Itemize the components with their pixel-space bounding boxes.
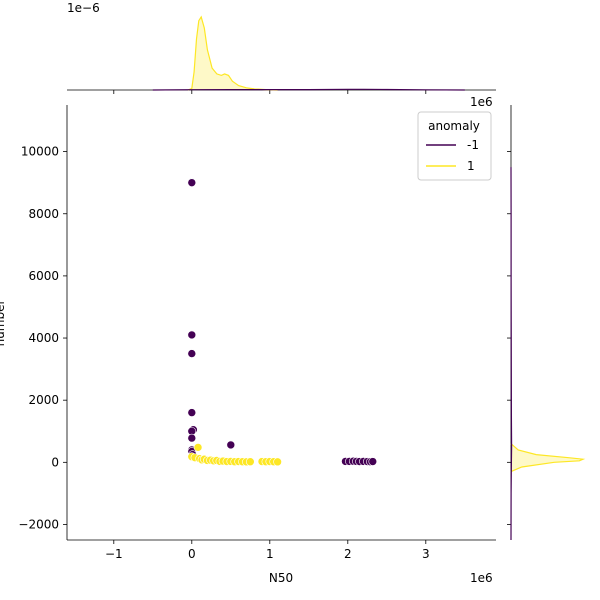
- top-marginal-offset-label: 1e−6: [67, 1, 100, 15]
- y-tick-label: 4000: [28, 331, 59, 345]
- y-tick-label: 8000: [28, 207, 59, 221]
- right-marginal-density-line-neg1: [510, 167, 513, 541]
- top-marginal-plot: [67, 15, 496, 94]
- main-scatter-plot: −1 0 1 2 3 −2000 0 2000 4000 6000 8000 10000: [18, 105, 496, 561]
- scatter-point-anomaly-neg1: [226, 440, 236, 450]
- x-axis-title: N50: [269, 571, 293, 585]
- scatter-point-anomaly-neg1: [187, 349, 197, 358]
- scatter-point-anomaly-neg1: [187, 178, 197, 187]
- y-tick-label: 0: [51, 455, 59, 469]
- scatter-point-anomaly-neg1: [187, 408, 197, 417]
- scatter-point-anomaly-neg1: [187, 330, 197, 340]
- right-marginal-plot: [507, 105, 586, 541]
- y-tick-label: −2000: [18, 517, 59, 531]
- x-tick-label: 1: [266, 547, 274, 561]
- top-marginal-density-fill-1: [187, 17, 278, 90]
- y-tick-label: 2000: [28, 393, 59, 407]
- legend-label-neg1: -1: [467, 138, 479, 152]
- legend-frame: [417, 111, 492, 181]
- x-tick-label: −1: [105, 547, 123, 561]
- scatter-point-anomaly-1: [273, 457, 282, 467]
- scatter-point-anomaly-1: [193, 443, 203, 452]
- scatter-point-anomaly-1: [246, 457, 255, 467]
- x-tick-label: 3: [422, 547, 430, 561]
- y-tick-label: 10000: [21, 145, 59, 159]
- x-tick-label: 0: [188, 547, 196, 561]
- legend-title: anomaly: [428, 119, 480, 133]
- scatter-point-anomaly-neg1: [187, 433, 197, 443]
- right-marginal-density-fill-1: [511, 443, 583, 472]
- y-tick-label: 6000: [28, 269, 59, 283]
- right-marginal-offset-label: 1e6: [470, 95, 493, 109]
- top-marginal-density-line-neg1: [152, 88, 465, 91]
- scatter-point-anomaly-neg1: [368, 457, 378, 466]
- legend-label-1: 1: [467, 159, 475, 173]
- x-tick-label: 2: [344, 547, 352, 561]
- right-marginal-density-line-1: [510, 443, 586, 473]
- top-marginal-density-line-1: [187, 15, 278, 91]
- y-axis-title: number: [0, 300, 7, 347]
- legend: anomaly -1 1: [417, 111, 492, 181]
- x-axis-offset-label: 1e6: [470, 571, 493, 585]
